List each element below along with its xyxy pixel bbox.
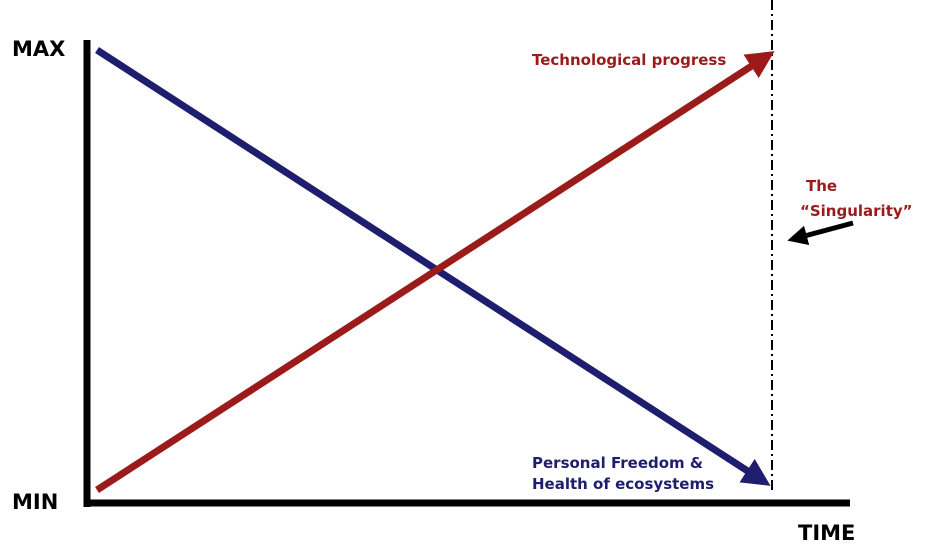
tech-line <box>95 51 775 493</box>
y-min-label: MIN <box>12 490 58 514</box>
freedom-label: Health of ecosystems <box>532 475 714 493</box>
annotation-arrow <box>787 220 854 246</box>
x-axis-label: TIME <box>798 521 855 545</box>
tech-label: Technological progress <box>532 51 726 69</box>
freedom-line <box>95 47 771 486</box>
annotation-text: “Singularity” <box>800 202 913 220</box>
y-max-label: MAX <box>12 37 65 61</box>
annotation-text: The <box>806 177 837 195</box>
freedom-label: Personal Freedom & <box>532 454 703 472</box>
